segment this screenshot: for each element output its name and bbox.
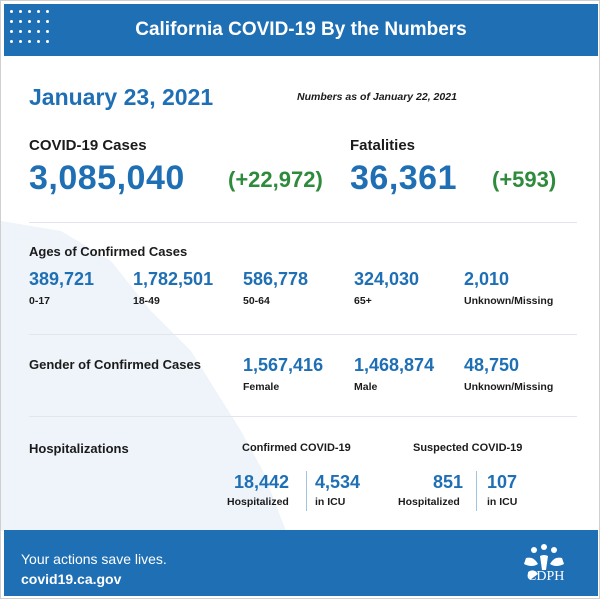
gender-label: Female — [243, 381, 280, 393]
dot — [10, 10, 13, 13]
dot — [46, 10, 49, 13]
gender-label: Unknown/Missing — [464, 381, 554, 393]
age-value: 586,778 — [243, 269, 309, 289]
dot — [37, 40, 40, 43]
divider — [306, 471, 307, 511]
header-banner: California COVID-19 By the Numbers — [4, 4, 598, 56]
fatalities-label: Fatalities — [350, 137, 416, 154]
cases-change: (+22,972) — [228, 167, 323, 192]
age-value: 324,030 — [354, 269, 420, 289]
dot — [37, 30, 40, 33]
dot — [10, 20, 13, 23]
dot — [10, 30, 13, 33]
dot — [28, 40, 31, 43]
fatalities-total: 36,361 — [350, 159, 457, 197]
dot — [10, 40, 13, 43]
dot — [46, 20, 49, 23]
age-label: 50-64 — [243, 295, 270, 307]
california-map-icon — [1, 221, 286, 531]
gender-value: 1,468,874 — [354, 355, 435, 375]
age-value: 2,010 — [464, 269, 510, 289]
dot — [28, 20, 31, 23]
age-value: 389,721 — [29, 269, 95, 289]
report-date: January 23, 2021 — [29, 84, 214, 110]
gender-value: 1,567,416 — [243, 355, 324, 375]
dot — [46, 30, 49, 33]
age-label: Unknown/Missing — [464, 295, 554, 307]
fatalities-change: (+593) — [492, 167, 557, 192]
confirmed-heading: Confirmed COVID-19 — [242, 442, 351, 454]
dot — [46, 40, 49, 43]
dot — [19, 20, 22, 23]
hospitalizations-title: Hospitalizations — [29, 441, 129, 456]
dot — [37, 20, 40, 23]
suspected-icu-value: 107 — [487, 472, 518, 492]
age-label: 65+ — [354, 295, 372, 307]
gender-title: Gender of Confirmed Cases — [29, 357, 201, 372]
divider — [29, 416, 577, 417]
dot — [19, 10, 22, 13]
confirmed-icu-value: 4,534 — [315, 472, 361, 492]
footer-banner: Your actions save lives. covid19.ca.gov — [4, 530, 598, 596]
dot — [28, 10, 31, 13]
as-of-note: Numbers as of January 22, 2021 — [297, 91, 457, 103]
page-title: California COVID-19 By the Numbers — [135, 19, 467, 40]
age-label: 18-49 — [133, 295, 160, 307]
footer-url[interactable]: covid19.ca.gov — [21, 571, 122, 587]
divider — [476, 471, 477, 511]
dot-grid-icon — [10, 10, 54, 50]
age-value: 1,782,501 — [133, 269, 214, 289]
cases-total: 3,085,040 — [29, 159, 185, 197]
suspected-hospitalized-value: 851 — [433, 472, 464, 492]
cases-label: COVID-19 Cases — [29, 137, 147, 154]
gender-value: 48,750 — [464, 355, 520, 375]
divider — [29, 222, 577, 223]
dot — [19, 30, 22, 33]
suspected-icu-label: in ICU — [487, 496, 518, 508]
cdph-logo-icon — [524, 544, 564, 580]
confirmed-icu-label: in ICU — [315, 496, 346, 508]
dot — [37, 10, 40, 13]
dot — [19, 40, 22, 43]
divider — [29, 334, 577, 335]
confirmed-hospitalized-value: 18,442 — [234, 472, 290, 492]
suspected-heading: Suspected COVID-19 — [413, 442, 523, 454]
footer-tagline: Your actions save lives. — [21, 551, 167, 567]
dot — [28, 30, 31, 33]
ages-title: Ages of Confirmed Cases — [29, 244, 188, 259]
logo-text: CDPH — [527, 569, 565, 584]
gender-label: Male — [354, 381, 378, 393]
age-label: 0-17 — [29, 295, 51, 307]
suspected-hospitalized-label: Hospitalized — [398, 496, 460, 508]
confirmed-hospitalized-label: Hospitalized — [227, 496, 289, 508]
